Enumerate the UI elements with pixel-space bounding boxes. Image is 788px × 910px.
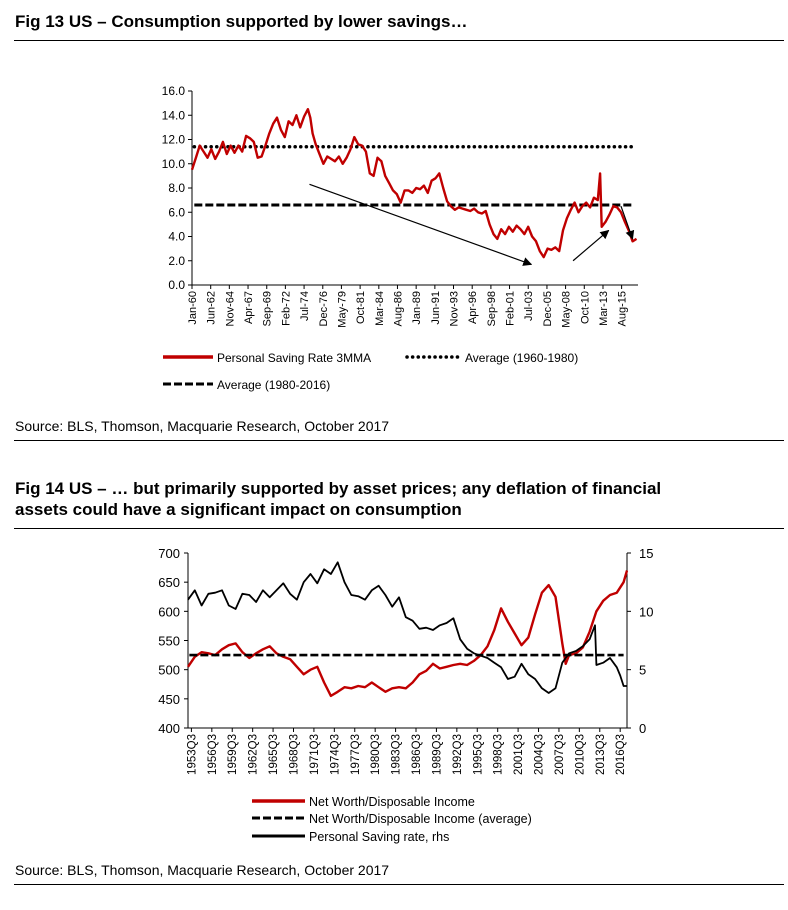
fig14-x-tick-label: 2016Q3 [615,734,627,775]
fig13-y-tick-label: 14.0 [162,108,186,122]
fig14-x-tick-label: 1980Q3 [370,734,382,775]
fig13-y-tick-label: 0.0 [168,278,185,292]
personal-saving-rate-line [190,108,638,259]
legend-label-saving-rate: Personal Saving Rate 3MMA [217,351,371,365]
fig13-x-tick-label: Sep-98 [486,291,498,326]
trend-arrow [620,205,635,240]
legend-label-saving-rate-rhs: Personal Saving rate, rhs [309,830,449,844]
fig14-right-tick-label: 0 [639,721,646,736]
legend-label-avg-1960-1980: Average (1960-1980) [465,351,578,365]
fig13-x-tick-label: Aug-15 [617,291,629,326]
fig14-left-tick-label: 650 [158,575,180,590]
fig14-x-tick-label: 1986Q3 [411,734,423,775]
fig13-x-tick-label: Oct-10 [579,291,591,324]
fig14-left-tick-label: 500 [158,663,180,678]
fig13-x-tick-label: Dec-05 [542,291,554,326]
fig14-right-tick-label: 10 [639,604,653,619]
fig13-y-tick-label: 16.0 [162,84,186,98]
fig13-x-tick-label: Sep-69 [262,291,274,326]
fig14-x-tick-label: 1971Q3 [309,734,321,775]
fig13-x-tick-label: Jul-03 [523,291,535,321]
fig13-title: Fig 13 US – Consumption supported by low… [15,12,468,31]
fig14-left-tick-label: 450 [158,692,180,707]
fig13-x-tick-label: Dec-76 [318,291,330,326]
fig13-x-tick-label: May-79 [336,291,348,328]
fig14-left-tick-label: 600 [158,604,180,619]
fig14-left-tick-label: 700 [158,546,180,561]
fig14-left-tick-label: 400 [158,721,180,736]
fig14-x-tick-label: 2001Q3 [513,734,525,775]
fig14-x-tick-label: 1983Q3 [391,734,403,775]
fig14-chart: 400 450 500 550 600 650 700 0 5 10 15 1953Q3 1956Q3 1… [158,546,653,844]
fig14-left-tick-label: 550 [158,634,180,649]
legend-label-avg-1980-2016: Average (1980-2016) [217,378,330,392]
fig13-x-tick-label: Jul-74 [299,291,311,321]
fig13-y-tick-label: 8.0 [168,181,185,195]
fig13-x-tick-label: Nov-64 [224,291,236,326]
fig14-x-tick-label: 2013Q3 [595,734,607,775]
fig14-x-tick-label: 1998Q3 [493,734,505,775]
fig14-source: Source: BLS, Thomson, Macquarie Research… [15,862,390,878]
fig14-x-tick-label: 1968Q3 [288,734,300,775]
fig13-x-tick-label: May-08 [561,291,573,328]
fig13-x-tick-label: Feb-72 [280,291,292,326]
fig14-x-tick-label: 1995Q3 [472,734,484,775]
fig13-x-tick-label: Apr-67 [243,291,255,324]
fig13-x-tick-label: Jun-91 [430,291,442,325]
fig14-right-tick-label: 15 [639,546,653,561]
fig13-bottom-rule [14,440,784,441]
fig13-top-rule [14,40,784,41]
fig14-right-tick-label: 5 [639,663,646,678]
fig14-bottom-rule [14,884,784,885]
net-worth-ratio-line [187,570,629,698]
fig14-x-tick-label: 1992Q3 [452,734,464,775]
fig13-y-tick-label: 2.0 [168,254,185,268]
fig14-x-tick-label: 1962Q3 [248,734,260,775]
trend-arrow [572,229,610,262]
fig14-x-tick-label: 2004Q3 [534,734,546,775]
fig13-y-tick-label: 4.0 [168,230,185,244]
fig14-x-tick-label: 1989Q3 [431,734,443,775]
fig14-x-tick-label: 1977Q3 [350,734,362,775]
fig13-y-tick-label: 6.0 [168,205,185,219]
fig13-x-tick-label: Nov-93 [448,291,460,326]
fig13-x-tick-label: Jan-89 [411,291,423,325]
fig14-x-tick-label: 1953Q3 [186,734,198,775]
legend-label-net-worth-average: Net Worth/Disposable Income (average) [309,812,532,826]
fig13-source: Source: BLS, Thomson, Macquarie Research… [15,418,390,434]
fig13-y-tick-label: 12.0 [162,133,186,147]
trend-arrow [309,183,533,266]
fig14-x-tick-label: 2007Q3 [554,734,566,775]
fig13-x-tick-label: Mar-84 [374,291,386,326]
fig13-x-tick-label: Oct-81 [355,291,367,324]
fig13-x-tick-label: Jan-60 [187,291,199,325]
fig13-y-tick-label: 10.0 [162,157,186,171]
fig14-x-tick-label: 1965Q3 [268,734,280,775]
fig14-x-tick-label: 1956Q3 [207,734,219,775]
fig13-x-tick-label: Jun-62 [206,291,218,325]
fig13-x-tick-label: Mar-13 [598,291,610,326]
fig13-x-tick-label: Apr-96 [467,291,479,324]
fig14-title-line1: Fig 14 US – … but primarily supported by… [15,479,662,498]
fig14-x-tick-label: 1959Q3 [227,734,239,775]
fig14-title-line2: assets could have a significant impact o… [15,500,462,519]
fig13-x-tick-label: Aug-86 [392,291,404,326]
fig14-top-rule [14,528,784,529]
fig14-x-tick-label: 1974Q3 [329,734,341,775]
fig13-chart: 0.0 2.0 4.0 6.0 8.0 10.0 12.0 14.0 16.0 Jan-60 Jun… [162,84,638,392]
fig13-x-tick-label: Feb-01 [505,291,517,326]
legend-label-net-worth: Net Worth/Disposable Income [309,795,475,809]
fig14-x-tick-label: 2010Q3 [574,734,586,775]
